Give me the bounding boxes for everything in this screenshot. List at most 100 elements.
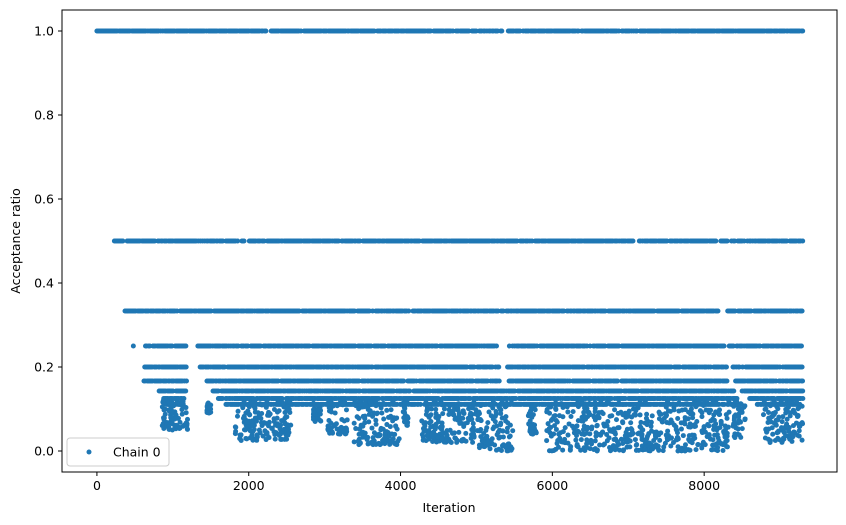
data-point [180, 403, 186, 409]
data-point [244, 419, 250, 425]
data-point [713, 238, 719, 244]
data-point [282, 409, 288, 415]
data-point [287, 398, 293, 404]
data-point [799, 364, 805, 370]
data-point [351, 439, 357, 445]
data-point [724, 378, 730, 384]
data-point [258, 420, 264, 426]
data-point [185, 416, 191, 422]
data-point [174, 399, 180, 405]
data-point [161, 415, 167, 421]
data-point [184, 423, 190, 429]
data-point [496, 378, 502, 384]
data-point [177, 425, 183, 431]
data-point [274, 415, 280, 421]
data-point [233, 428, 239, 434]
data-point [241, 238, 247, 244]
data-point [272, 436, 278, 442]
data-point [251, 403, 257, 409]
data-point [390, 398, 396, 404]
data-point [417, 401, 423, 407]
data-point [343, 407, 349, 413]
data-point [259, 411, 265, 416]
data-point [800, 396, 806, 401]
data-point [330, 430, 336, 436]
data-point [161, 407, 167, 413]
data-point [240, 415, 246, 421]
data-point [232, 424, 238, 430]
data-point [275, 423, 281, 429]
data-point [234, 413, 240, 419]
data-point [266, 419, 272, 425]
data-point [402, 410, 408, 416]
data-point [390, 418, 396, 424]
data-point [377, 442, 383, 448]
data-point [318, 418, 324, 424]
data-point [731, 388, 737, 394]
data-point [160, 399, 166, 405]
data-point [271, 406, 277, 412]
data-point [240, 405, 246, 411]
data-point [470, 439, 476, 445]
data-point [370, 413, 376, 419]
data-point [183, 343, 189, 349]
data-point [630, 238, 636, 244]
data-point [373, 421, 379, 427]
data-point [246, 411, 252, 417]
data-point [166, 426, 172, 432]
data-point [286, 430, 292, 436]
data-point [333, 421, 339, 427]
data-point [362, 413, 368, 419]
data-point [184, 426, 190, 432]
data-point [354, 414, 360, 420]
data-point [169, 409, 175, 415]
data-point [178, 399, 184, 405]
data-point [357, 440, 363, 446]
data-point [800, 28, 806, 34]
data-point [311, 401, 317, 407]
data-point [262, 420, 268, 426]
data-point [252, 409, 258, 415]
data-point [282, 436, 288, 442]
data-point [329, 425, 335, 431]
data-point [315, 407, 321, 413]
data-point [205, 400, 211, 406]
data-point [399, 401, 405, 407]
data-point [370, 435, 376, 441]
data-point [243, 426, 249, 432]
data-point [402, 418, 408, 424]
data-point [357, 426, 363, 432]
data-point [120, 238, 126, 244]
data-point [382, 431, 388, 436]
data-point [276, 408, 282, 414]
data-point [311, 409, 317, 415]
data-point [365, 406, 371, 412]
data-point [715, 308, 721, 314]
data-point [392, 431, 398, 437]
data-point [247, 435, 253, 441]
data-point [723, 364, 729, 370]
data-point [430, 439, 436, 445]
data-point [284, 414, 290, 420]
data-point [351, 420, 357, 426]
data-point [235, 408, 241, 414]
data-point [273, 430, 279, 436]
data-point [261, 402, 267, 408]
data-point [262, 428, 268, 434]
data-point [402, 405, 408, 411]
data-point [373, 417, 379, 423]
data-point [251, 398, 257, 404]
data-point [206, 410, 212, 416]
data-point [493, 343, 499, 349]
data-point [250, 423, 256, 429]
data-point [379, 410, 385, 416]
data-point [260, 433, 266, 439]
data-point [179, 407, 185, 413]
data-point [371, 430, 377, 436]
data-point [360, 429, 366, 435]
data-point [407, 388, 413, 394]
data-point [401, 378, 407, 384]
data-point [380, 400, 386, 406]
data-point [326, 405, 332, 411]
